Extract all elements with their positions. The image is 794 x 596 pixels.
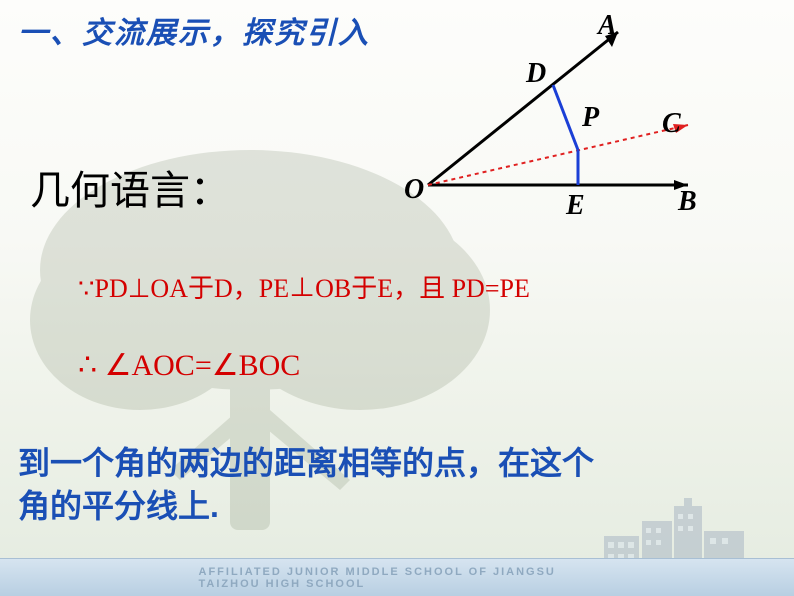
label-A: A	[596, 10, 617, 41]
segment-PD	[553, 85, 578, 150]
label-D: D	[525, 58, 546, 89]
label-P: P	[581, 102, 600, 133]
premise-text: ∵PD⊥OA于D，PE⊥OB于E，且 PD=PE	[78, 268, 530, 305]
label-E: E	[565, 190, 585, 220]
angle-bisector-diagram: O A B C D P E	[398, 10, 738, 220]
conclusion-text: ∴ ∠AOC=∠BOC	[78, 348, 300, 383]
label-C: C	[662, 108, 681, 139]
section-header: 一、交流展示，探究引入	[18, 8, 370, 52]
theorem-line2: 角的平分线上.	[18, 488, 219, 524]
label-B: B	[677, 186, 697, 217]
label-O: O	[404, 174, 424, 205]
footer-bar: AFFILIATED JUNIOR MIDDLE SCHOOL OF JIANG…	[0, 558, 794, 596]
theorem-statement: 到一个角的两边的距离相等的点，在这个 角的平分线上.	[18, 442, 594, 528]
geometry-language-label: 几何语言：	[30, 158, 230, 216]
footer-text: AFFILIATED JUNIOR MIDDLE SCHOOL OF JIANG…	[199, 566, 596, 590]
theorem-line1: 到一个角的两边的距离相等的点，在这个	[18, 445, 594, 481]
